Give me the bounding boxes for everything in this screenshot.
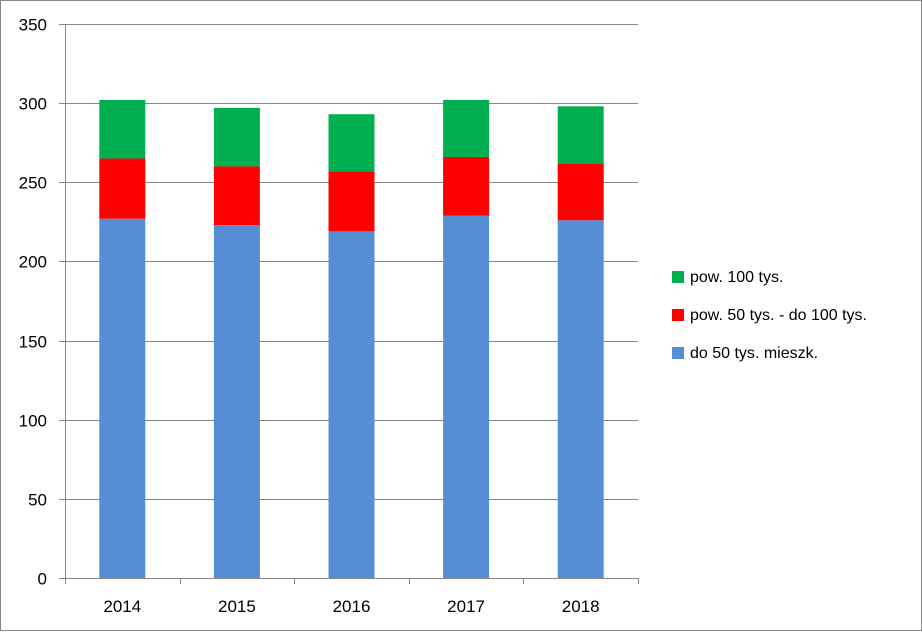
y-tick-label: 0 <box>38 570 47 589</box>
bars <box>99 99 604 579</box>
x-tick-label: 2017 <box>447 597 485 616</box>
bar-segment <box>99 218 146 579</box>
bar-segment <box>328 114 375 172</box>
x-tick-label: 2015 <box>218 597 256 616</box>
legend-swatch <box>672 271 684 283</box>
bar-segment <box>557 163 604 221</box>
bar-segment <box>99 99 146 159</box>
bar-segment <box>213 166 260 226</box>
x-tick-label: 2018 <box>562 597 600 616</box>
y-tick-label: 300 <box>19 95 47 114</box>
bar-segment <box>213 225 260 578</box>
legend-label: do 50 tys. mieszk. <box>690 345 818 362</box>
bar-segment <box>328 171 375 232</box>
y-tick-label: 100 <box>19 412 47 431</box>
bar-segment <box>443 99 490 157</box>
y-tick-label: 200 <box>19 253 47 272</box>
x-tick-label: 2016 <box>333 597 371 616</box>
bar-segment <box>213 107 260 167</box>
bar-segment <box>557 106 604 164</box>
axes: 0 50 100 150 200 250 300 350 2014 2015 2016 2017 201… <box>19 16 639 616</box>
y-tick-label: 150 <box>19 333 47 352</box>
y-tick-label: 250 <box>19 174 47 193</box>
bar-segment <box>557 220 604 578</box>
legend-label: pow. 50 tys. - do 100 tys. <box>690 307 867 324</box>
legend-swatch <box>672 309 684 321</box>
bar-segment <box>328 231 375 578</box>
bar-segment <box>99 158 146 219</box>
legend: pow. 100 tys. pow. 50 tys. - do 100 tys. d… <box>672 269 867 362</box>
bar-segment <box>443 215 490 579</box>
bar-segment <box>443 156 490 216</box>
y-tick-label: 50 <box>28 491 47 510</box>
x-tick-label: 2014 <box>103 597 141 616</box>
legend-label: pow. 100 tys. <box>690 269 783 286</box>
legend-swatch <box>672 347 684 359</box>
y-tick-label: 350 <box>19 16 47 35</box>
